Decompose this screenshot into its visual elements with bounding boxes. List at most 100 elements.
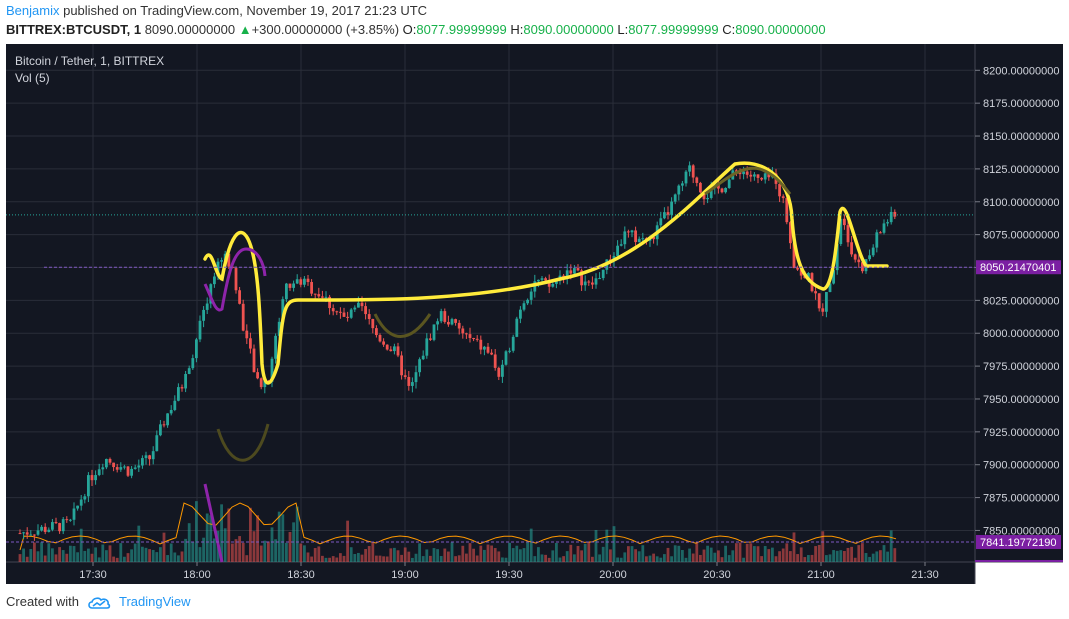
- price-tick-label: 7925.00000000: [983, 427, 1059, 439]
- volume-bar: [465, 553, 468, 562]
- candle-body: [706, 197, 709, 200]
- volume-bar: [605, 529, 609, 562]
- volume-bar: [609, 549, 612, 562]
- volume-bar: [162, 532, 166, 562]
- volume-bar: [763, 546, 767, 562]
- volume-bar: [601, 546, 605, 562]
- candle-body: [857, 259, 861, 263]
- volume-bar: [555, 542, 558, 562]
- price-chart[interactable]: 8200.00000000 8175.00000000 8150.00000000 8…: [0, 44, 1069, 584]
- candle-body: [468, 334, 472, 339]
- volume-bar: [850, 546, 853, 562]
- candle-body: [234, 268, 238, 291]
- volume-bar: [126, 553, 130, 562]
- volume-ma-line: [19, 502, 897, 551]
- volume-bar: [738, 542, 742, 562]
- candle-body: [119, 467, 123, 470]
- volume-bar: [317, 546, 321, 562]
- time-axis-pane[interactable]: [6, 562, 975, 584]
- candle-body: [346, 316, 349, 318]
- price-marker-badge: [976, 535, 1061, 550]
- volume-bar: [429, 555, 432, 562]
- volume-bar: [533, 556, 537, 562]
- candle-body: [778, 183, 781, 197]
- candle-body: [65, 519, 69, 521]
- volume-bar: [195, 501, 198, 562]
- candle-body: [144, 455, 148, 459]
- volume-bar: [814, 546, 817, 562]
- volume-bar: [504, 557, 508, 562]
- candle-body: [832, 270, 835, 284]
- time-tick-label: 21:30: [911, 569, 939, 581]
- candle-body: [526, 299, 529, 304]
- candle-body: [652, 236, 655, 240]
- volume-bar: [349, 547, 353, 562]
- volume-bar: [623, 552, 627, 562]
- candle-body: [515, 318, 519, 337]
- volume-bar: [97, 557, 101, 562]
- candle-body: [767, 173, 771, 178]
- volume-bar: [331, 556, 335, 562]
- candle-body: [889, 211, 893, 223]
- candle-body: [594, 278, 598, 285]
- volume-bar: [295, 506, 299, 562]
- volume-bar: [587, 542, 591, 562]
- time-tick-label: 19:00: [391, 569, 419, 581]
- volume-bar: [353, 554, 357, 562]
- candle-body: [126, 466, 130, 476]
- candle-body: [641, 238, 645, 240]
- candle-body: [875, 232, 879, 248]
- purple-volume-drawing: [203, 483, 224, 563]
- price-tick-label: 8000.00000000: [983, 328, 1059, 340]
- volume-bar: [421, 556, 425, 562]
- volume-bar: [684, 557, 688, 562]
- candle-body: [130, 468, 133, 476]
- candle-body: [25, 532, 29, 535]
- candle-body: [252, 348, 256, 373]
- volume-bar: [238, 536, 241, 562]
- volume-bar: [108, 545, 112, 562]
- candle-body: [378, 335, 382, 342]
- volume-bar: [558, 557, 562, 562]
- candle-body: [529, 291, 533, 300]
- chart-pane[interactable]: [6, 44, 975, 562]
- volume-bar: [299, 543, 303, 562]
- volume-bar: [43, 555, 47, 562]
- volume-bar: [655, 556, 659, 562]
- candle-body: [547, 280, 551, 287]
- candle-body: [29, 534, 33, 536]
- volume-bar: [648, 555, 652, 562]
- volume-bar: [699, 554, 702, 562]
- volume-bar: [677, 545, 681, 562]
- price-tick-label: 8025.00000000: [983, 295, 1059, 307]
- candle-body: [133, 467, 137, 469]
- candle-body: [749, 174, 753, 177]
- footer: Created with TradingView: [6, 594, 191, 609]
- candle-body: [205, 303, 209, 310]
- author-link[interactable]: Benjamix: [6, 3, 60, 18]
- volume-bar: [375, 555, 378, 562]
- candle-body: [54, 522, 58, 524]
- candle-body: [753, 174, 756, 177]
- candle-body: [385, 344, 389, 350]
- volume-bar: [382, 556, 385, 562]
- price-axis-pane[interactable]: [975, 44, 1063, 562]
- volume-bar: [753, 546, 756, 562]
- candle-body: [727, 179, 731, 188]
- purple-arc-drawing: [203, 247, 267, 312]
- volume-bar: [634, 549, 637, 562]
- candle-body: [249, 338, 252, 349]
- volume-bar: [796, 554, 799, 562]
- volume-bar: [90, 553, 94, 562]
- candle-body: [659, 218, 663, 226]
- tradingview-cloud-icon: [88, 596, 111, 609]
- candle-body: [817, 293, 821, 309]
- tradingview-link[interactable]: TradingView: [118, 594, 191, 609]
- volume-bar: [61, 550, 65, 562]
- candle-body: [353, 307, 357, 310]
- candle-body: [627, 231, 630, 233]
- candle-body: [177, 387, 180, 401]
- chart-container[interactable]: 8200.00000000 8175.00000000 8150.00000000 8…: [0, 44, 1069, 619]
- candle-body: [537, 279, 540, 282]
- candle-body: [274, 335, 277, 359]
